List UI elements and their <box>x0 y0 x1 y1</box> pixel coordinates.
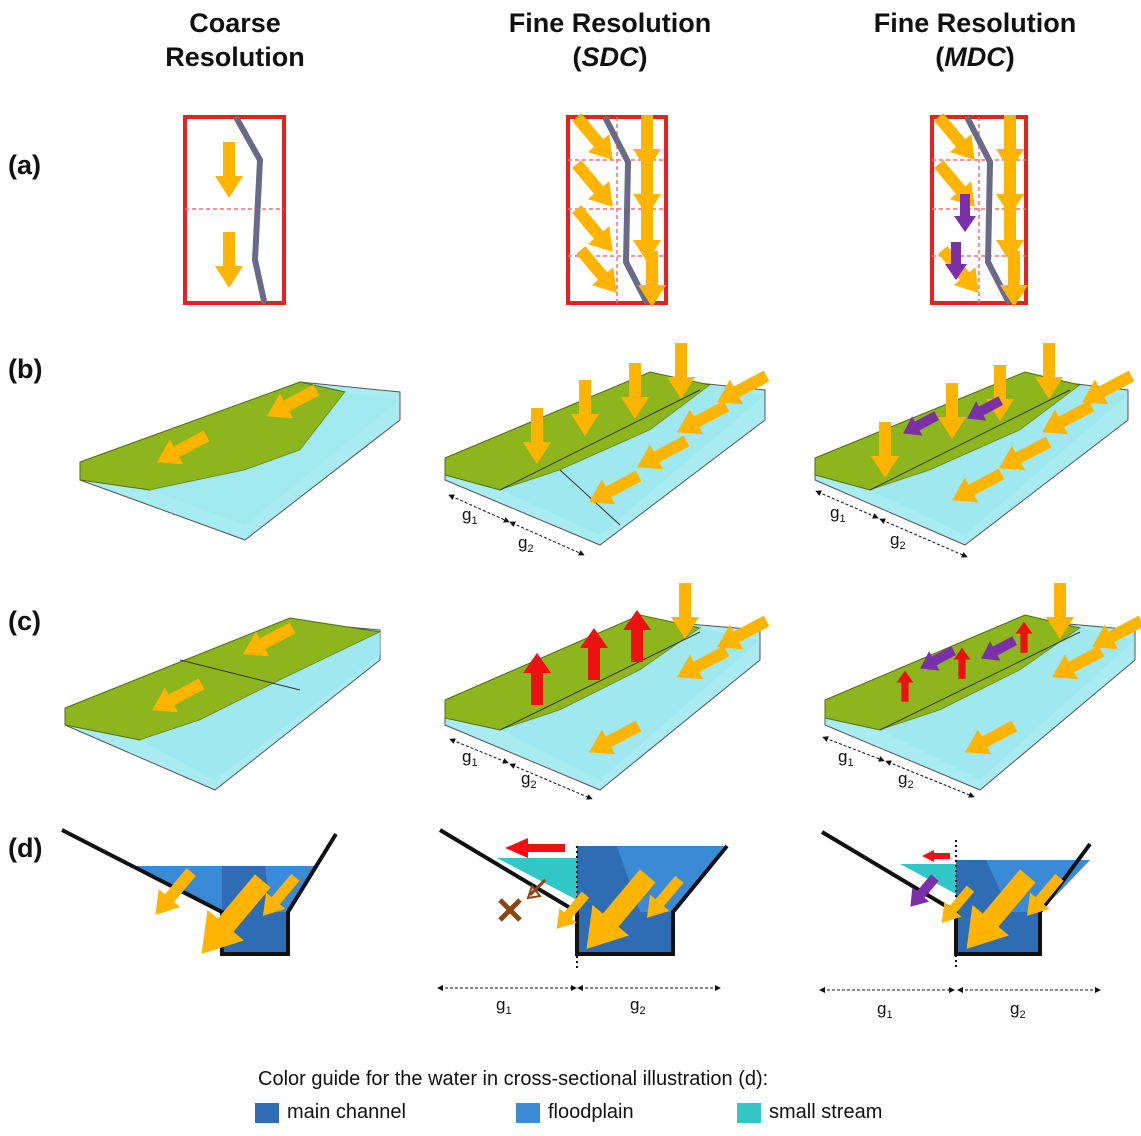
g2-label: g2 <box>1010 999 1026 1021</box>
column-title-line1: Coarse <box>189 8 281 38</box>
legend-label: floodplain <box>548 1101 634 1123</box>
river-line <box>234 116 267 304</box>
column-title-line1: Fine Resolution <box>873 8 1077 38</box>
g2-label: g2 <box>518 533 534 555</box>
g1-label: g1 <box>496 995 512 1017</box>
backflow-arrow-icon <box>505 838 565 858</box>
blocked-flow-x-icon <box>498 878 547 922</box>
g1-label: g1 <box>877 999 893 1021</box>
legend-label: small stream <box>769 1101 883 1123</box>
g1-label: g1 <box>462 747 478 769</box>
backflow-arrow-icon <box>922 850 950 862</box>
terrain-block-sdc-c <box>444 583 774 800</box>
g1-label: g1 <box>462 505 478 527</box>
row-label-a: (a) <box>8 150 41 180</box>
column-title-line1: Fine Resolution <box>508 8 712 38</box>
terrain-block-coarse-b <box>79 377 401 541</box>
g1-label: g1 <box>830 503 846 525</box>
cross-section-coarse <box>61 828 338 970</box>
diagram-canvas: g1 g2 g1 g2 g1 g2 g1 g2 g1 g2 g1 g2 <box>61 108 1141 1021</box>
row-label-d: (d) <box>8 833 43 863</box>
terrain-block-coarse-c <box>64 615 382 791</box>
g1-label: g1 <box>838 747 854 769</box>
legend-item-small-stream: small stream <box>737 1101 882 1124</box>
legend-label: main channel <box>287 1101 406 1123</box>
column-title-line2: (MDC) <box>935 42 1015 72</box>
grid-cell-coarse <box>183 115 286 305</box>
flow-arrow-icon <box>215 232 243 288</box>
cross-section-sdc <box>437 828 729 991</box>
g2-label: g2 <box>521 769 537 791</box>
terrain-block-sdc-b <box>444 343 774 556</box>
grid-labels: g1 g2 g1 g2 g1 g2 g1 g2 g1 g2 g1 g2 <box>462 503 1026 1021</box>
legend-swatch <box>737 1102 761 1123</box>
legend-item-main-channel: main channel <box>255 1101 406 1124</box>
column-title-line2: Resolution <box>165 42 305 72</box>
column-title-coarse: Coarse Resolution <box>140 6 330 74</box>
g2-label: g2 <box>630 995 646 1017</box>
terrain-block-mdc-c <box>822 583 1141 798</box>
g2-label: g2 <box>890 530 906 552</box>
row-label-b: (b) <box>8 354 43 384</box>
legend-swatch <box>255 1102 279 1123</box>
grid-cell-sdc <box>565 108 668 307</box>
terrain-block-mdc-b <box>814 343 1139 558</box>
legend-title: Color guide for the water in cross-secti… <box>258 1068 769 1090</box>
cross-section-mdc <box>819 830 1101 993</box>
flow-arrow-icon <box>215 142 243 198</box>
row-label-c: (c) <box>8 606 41 636</box>
column-title-mdc: Fine Resolution (MDC) <box>855 6 1095 74</box>
legend-swatch <box>516 1102 540 1123</box>
g2-label: g2 <box>898 769 914 791</box>
column-title-sdc: Fine Resolution (SDC) <box>490 6 730 74</box>
column-title-line2: (SDC) <box>572 42 648 72</box>
grid-cell-mdc <box>927 108 1028 307</box>
legend-item-floodplain: floodplain <box>516 1101 634 1124</box>
